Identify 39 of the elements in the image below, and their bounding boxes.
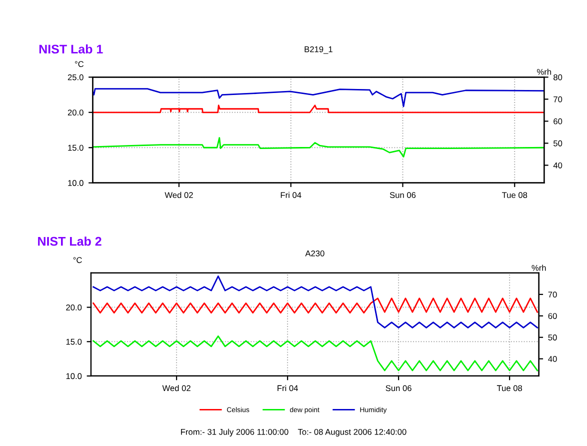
y2-tick-label: 60: [554, 118, 562, 124]
y-axis-title: °C: [73, 257, 82, 264]
y2-tick-label: 50: [554, 140, 562, 146]
y-tick-label: 10.0: [68, 180, 84, 186]
x-tick-label: Tue 08: [496, 385, 522, 392]
y-tick-label: 25.0: [68, 74, 84, 80]
line-series: [92, 298, 538, 314]
y2-axis-title: %rh: [537, 68, 552, 75]
y2-tick-label: 70: [548, 292, 557, 298]
line-series: [92, 335, 538, 372]
y2-tick-label: 60: [548, 313, 557, 319]
x-tick-label: Wed 02: [164, 192, 193, 198]
y2-tick-label: 50: [548, 334, 557, 340]
y-tick-label: 15.0: [66, 338, 82, 345]
x-tick-label: Wed 02: [162, 385, 190, 392]
text: NIST Lab 2: [38, 236, 102, 246]
y-tick-label: 20.0: [66, 304, 82, 310]
chart-title: B219_1: [304, 46, 332, 54]
x-tick-label: Sun 06: [390, 192, 416, 198]
x-tick-label: Fri 04: [278, 385, 298, 392]
y-tick-label: 20.0: [68, 110, 84, 116]
chart-title: A230: [305, 250, 324, 256]
text: NIST Lab 1: [39, 44, 103, 54]
x-tick-label: Sun 06: [386, 385, 412, 392]
x-tick-label: Fri 04: [280, 192, 302, 198]
y2-tick-label: 80: [554, 74, 562, 80]
y2-tick-label: 40: [548, 356, 557, 362]
y-axis-title: °C: [75, 61, 84, 68]
line-series: [92, 104, 544, 114]
y2-axis-title: %rh: [532, 264, 546, 271]
line-series: [92, 275, 538, 328]
text: From:- 31 July 2006 11:00:00 To:- 08 August 2006 12:40:00: [181, 428, 406, 437]
y2-tick-label: 70: [554, 96, 562, 102]
y2-tick-label: 40: [553, 162, 562, 168]
x-tick-label: Tue 08: [502, 192, 528, 198]
line-series: [92, 137, 544, 158]
line-series: [92, 88, 544, 108]
y-tick-label: 15.0: [68, 144, 84, 151]
y-tick-label: 10.0: [66, 373, 82, 380]
